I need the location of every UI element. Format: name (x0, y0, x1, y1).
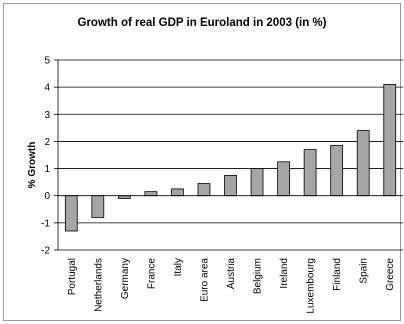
tick-labels: -2 -1 0 1 2 3 4 5 % Growth Portugal Netherlands Ger… (27, 56, 396, 314)
y-tick-label: -2 (41, 246, 50, 257)
x-tick-label: Spain (359, 258, 370, 284)
bar (224, 174, 237, 197)
x-tick-label: Belgium (253, 258, 264, 294)
bar (144, 191, 158, 197)
x-tick-label: Italy (173, 258, 184, 276)
x-tick-label: Ireland (279, 258, 290, 289)
x-tick-label: Luxembourg (306, 258, 317, 314)
gridlines (58, 59, 403, 251)
y-tick-label: 2 (44, 137, 50, 148)
bar (197, 183, 211, 197)
y-tick-label: 0 (44, 191, 50, 202)
x-tick-label: Germany (120, 258, 131, 299)
y-tick-label: 4 (44, 83, 50, 94)
bar (277, 161, 290, 197)
x-tick-label: Finland (332, 258, 343, 291)
y-tick-label: 5 (44, 56, 50, 67)
x-tick-label: Euro area (199, 258, 210, 302)
x-tick-label: Portugal (67, 258, 78, 295)
y-axis-label: % Growth (27, 142, 38, 189)
bar (64, 195, 78, 232)
bar (356, 130, 370, 197)
y-tick-label: 3 (44, 110, 50, 121)
bar (330, 145, 344, 197)
bar (171, 188, 184, 197)
y-tick-label: -1 (41, 218, 50, 229)
chart-title: Growth of real GDP in Euroland in 2003 (… (77, 17, 327, 29)
x-tick-label: Greece (385, 258, 396, 291)
x-tick-label: France (146, 258, 157, 290)
x-tick-label: Austria (226, 258, 237, 290)
bar (303, 149, 317, 197)
bar (250, 168, 264, 197)
bar (91, 195, 105, 218)
axes (54, 59, 403, 251)
bar (383, 84, 397, 197)
y-tick-label: 1 (44, 164, 50, 175)
bars (64, 84, 397, 232)
x-tick-label: Netherlands (93, 258, 104, 312)
